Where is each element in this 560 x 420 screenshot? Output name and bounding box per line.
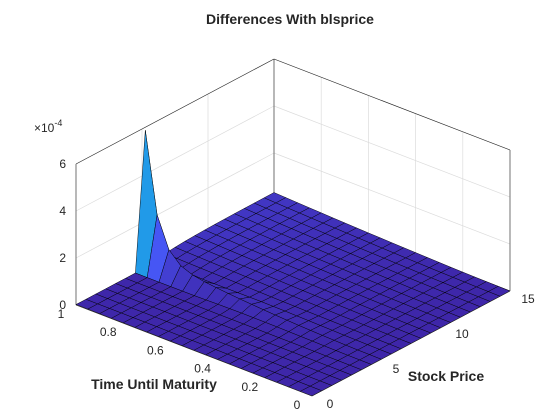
x-tick-label: 10 [455,327,469,341]
x-tick-label: 0 [327,397,334,411]
z-exponent-label: ×10-4 [34,118,62,135]
grid-line-z-side [273,105,511,198]
y-tick-label: 0 [294,398,301,412]
z-tick-label: 2 [59,251,66,265]
y-tick-label: 0.4 [194,362,211,376]
back-wall-y [76,59,274,305]
axes-back-panes [76,59,510,305]
box-edge-top-back-x [75,58,275,165]
box-edge-top-back-y [273,58,511,151]
back-wall-x [274,59,510,291]
y-axis-label: Time Until Maturity [91,376,217,392]
z-tick-label: 4 [59,204,66,218]
chart-title: Differences With blsprice [206,11,374,27]
grid-line-z-side [273,152,511,245]
x-tick-label: 15 [521,292,535,306]
y-tick-label: 0.2 [241,380,258,394]
surface-mesh [75,130,511,397]
axes-front-edges [75,290,511,397]
x-axis-line [311,290,511,397]
z-tick-label: 6 [59,157,66,171]
x-axis-label: Stock Price [408,368,484,384]
grid-line-z-back [75,152,275,259]
x-tick-label: 5 [393,362,400,376]
z-tick-label: 0 [59,298,66,312]
z-exponent-power: -4 [54,118,62,128]
y-tick-label: 0.6 [147,343,164,357]
y-tick-label: 1 [58,307,65,321]
z-exponent-base: ×10 [34,121,55,135]
y-axis-line [75,304,313,397]
y-tick-label: 0.8 [100,325,117,339]
grid-line-z-back [75,105,275,212]
